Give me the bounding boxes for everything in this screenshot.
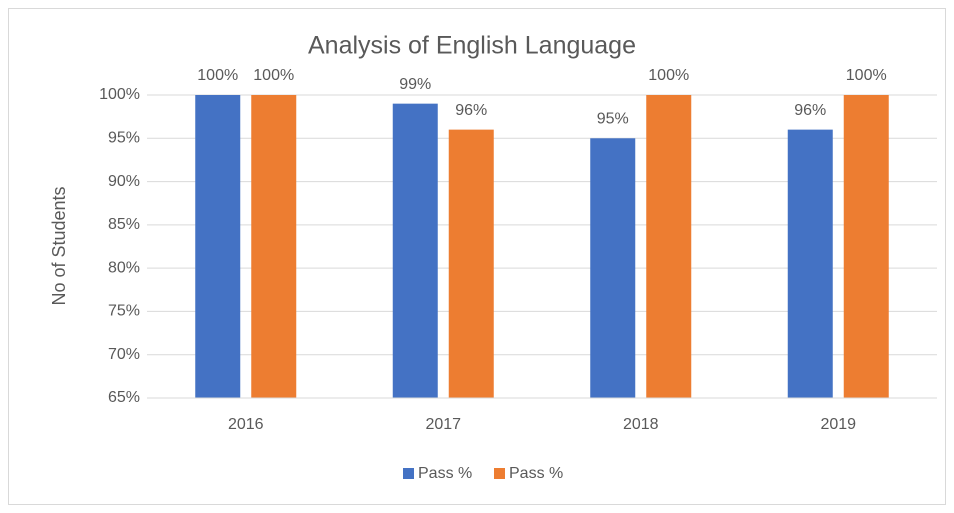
value-label: 100% <box>197 67 238 84</box>
legend-swatch <box>494 468 505 479</box>
value-label: 99% <box>399 76 431 93</box>
bar <box>251 95 297 398</box>
y-tick-label: 85% <box>108 216 140 233</box>
value-label: 96% <box>455 102 487 119</box>
y-tick-label: 70% <box>108 346 140 363</box>
y-tick-label: 95% <box>108 130 140 147</box>
value-label: 100% <box>846 67 887 84</box>
bar <box>195 95 241 398</box>
y-tick-label: 90% <box>108 173 140 190</box>
x-tick-label: 2017 <box>425 416 461 433</box>
legend-label: Pass % <box>509 465 563 482</box>
bar <box>646 95 692 398</box>
chart-title: Analysis of English Language <box>308 32 636 60</box>
value-label: 95% <box>597 111 629 128</box>
legend-swatch <box>403 468 414 479</box>
bar <box>392 103 438 399</box>
y-tick-label: 75% <box>108 303 140 320</box>
bar <box>787 129 833 398</box>
value-label: 100% <box>648 67 689 84</box>
legend-label: Pass % <box>418 465 472 482</box>
bar <box>843 95 889 398</box>
value-label: 96% <box>794 102 826 119</box>
bar <box>448 129 494 398</box>
x-tick-label: 2018 <box>623 416 659 433</box>
x-tick-label: 2019 <box>820 416 856 433</box>
y-tick-label: 80% <box>108 259 140 276</box>
y-tick-label: 100% <box>99 86 140 103</box>
value-label: 100% <box>253 67 294 84</box>
y-axis-label: No of Students <box>49 186 69 305</box>
x-tick-label: 2016 <box>228 416 264 433</box>
bar <box>590 138 636 399</box>
y-tick-label: 65% <box>108 389 140 406</box>
